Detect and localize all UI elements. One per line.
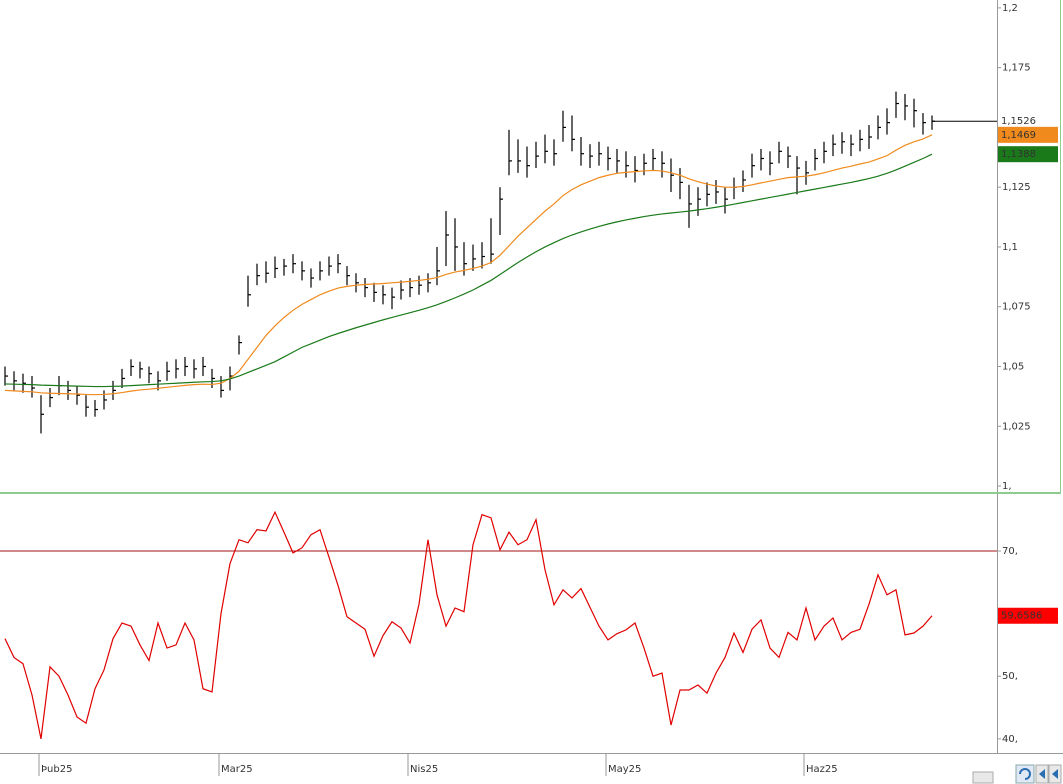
last-value-label: 59,6586 <box>1001 611 1042 622</box>
x-tick-label: May25 <box>608 764 641 775</box>
y-tick-label: 1,1 <box>1002 242 1018 253</box>
y-tick-label: 70, <box>1002 546 1018 557</box>
y-tick-label: 1,175 <box>1002 63 1031 74</box>
scroll-controls[interactable] <box>972 764 1062 784</box>
last-value-box <box>998 146 1058 163</box>
y-tick-label: 1, <box>1002 481 1012 492</box>
last-value-label: 1,1526 <box>1001 116 1036 127</box>
x-tick-label: Nis25 <box>410 764 438 775</box>
y-tick-label: 40, <box>1002 734 1018 745</box>
refresh-icon <box>1019 768 1031 780</box>
panel-divider <box>0 492 1060 494</box>
y-tick-label: 1,2 <box>1002 3 1018 14</box>
scroll-button[interactable] <box>972 771 994 784</box>
last-value-box <box>998 113 1058 130</box>
y-tick-label: 1,05 <box>1002 361 1024 372</box>
arrow-left-2 <box>1052 769 1058 779</box>
indicator-line <box>4 510 933 739</box>
y-tick-label: 1,075 <box>1002 302 1031 313</box>
last-value-label: 1,1388 <box>1001 149 1036 160</box>
moving-average <box>4 134 933 396</box>
x-tick-label: Haz25 <box>806 764 838 775</box>
refresh-button[interactable] <box>1015 764 1035 784</box>
x-tick-label: Mar25 <box>221 764 253 775</box>
arrow-left <box>1039 769 1045 779</box>
y-tick-label: 50, <box>1002 671 1018 682</box>
last-value-box <box>998 607 1058 624</box>
moving-average <box>4 153 933 388</box>
y-tick-label: 1,125 <box>1002 182 1031 193</box>
last-value-box <box>998 126 1058 143</box>
last-value-label: 1,1469 <box>1001 130 1036 141</box>
y-tick-label: 1,025 <box>1002 421 1031 432</box>
x-tick-label: Þub25 <box>41 764 72 775</box>
x-axis-strip <box>0 754 1063 784</box>
